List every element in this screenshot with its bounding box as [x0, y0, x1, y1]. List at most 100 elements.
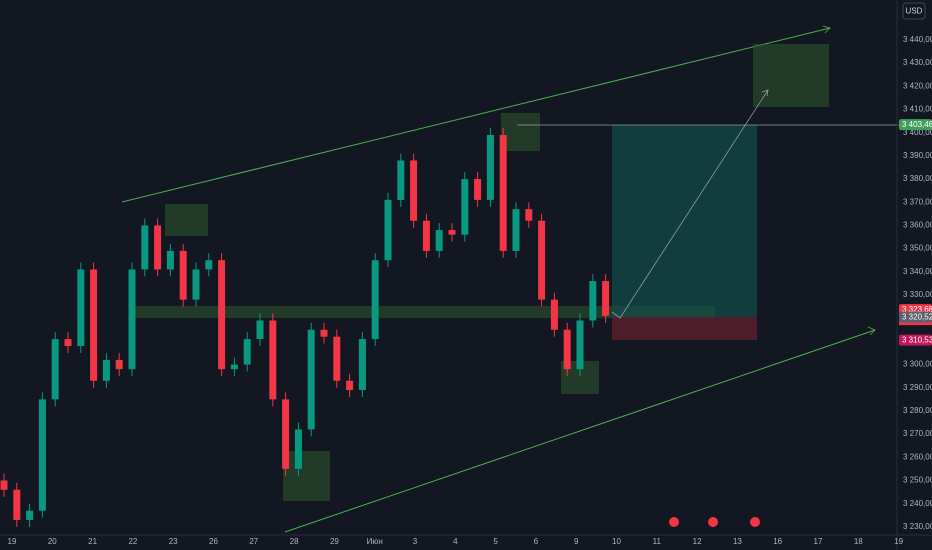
- candle-body: [538, 220, 546, 300]
- x-tick-label: 18: [854, 537, 863, 546]
- candle-body: [13, 489, 21, 520]
- x-tick-label: 29: [330, 537, 339, 546]
- candle-body: [179, 250, 187, 300]
- candle-body: [141, 225, 149, 270]
- channel-top: [121, 27, 831, 203]
- price-tag-label: 3 320,52: [902, 313, 932, 322]
- candle-body: [422, 220, 430, 251]
- channel-bottom: [284, 329, 876, 533]
- y-tick-label: 3 440,00: [903, 35, 932, 44]
- candle-body: [166, 250, 174, 270]
- candle-body: [269, 320, 277, 400]
- y-tick-label: 3 250,00: [903, 476, 932, 485]
- y-tick-label: 3 400,00: [903, 128, 932, 137]
- candle-body: [397, 160, 405, 200]
- x-tick-label: 26: [209, 537, 218, 546]
- x-tick-label: 27: [249, 537, 258, 546]
- candle-body: [64, 339, 72, 346]
- y-tick-label: 3 360,00: [903, 221, 932, 230]
- candle-body: [499, 134, 507, 251]
- projection-path: [611, 89, 769, 319]
- y-tick-label: 3 350,00: [903, 244, 932, 253]
- x-tick-label: 6: [534, 537, 539, 546]
- candle-body: [448, 230, 456, 235]
- arrow-head: [761, 89, 769, 97]
- profit-zone: [612, 125, 757, 317]
- y-tick-label: 3 330,00: [903, 290, 932, 299]
- x-tick-label: 13: [733, 537, 742, 546]
- currency-button[interactable]: [902, 2, 926, 20]
- x-tick-label: 11: [653, 537, 662, 546]
- candle-body: [512, 209, 520, 251]
- x-tick-label: 28: [290, 537, 299, 546]
- price-tag: [899, 119, 932, 131]
- candle-body: [26, 510, 34, 520]
- candle-body: [486, 134, 494, 200]
- price-tag-label: 3 403,48: [902, 120, 932, 129]
- candle-body: [282, 399, 290, 469]
- support-zone: [130, 306, 715, 318]
- candle-body: [128, 269, 136, 370]
- zone-box: [165, 204, 208, 236]
- currency-label: USD: [906, 7, 923, 16]
- y-tick-label: 3 420,00: [903, 81, 932, 90]
- zone-box: [283, 451, 330, 501]
- candle-body: [154, 225, 162, 270]
- event-icon[interactable]: [708, 517, 718, 527]
- arrow-head: [867, 326, 876, 336]
- y-tick-label: 3 340,00: [903, 267, 932, 276]
- candle-body: [410, 160, 418, 221]
- y-tick-label: 3 300,00: [903, 360, 932, 369]
- x-tick-label: 3: [413, 537, 418, 546]
- candle-body: [205, 260, 213, 270]
- x-tick-label: 20: [48, 537, 57, 546]
- candle-body: [192, 269, 200, 300]
- candle-body: [115, 359, 123, 370]
- event-icons: [669, 517, 760, 527]
- candle-body: [38, 399, 46, 511]
- event-icon[interactable]: [750, 517, 760, 527]
- y-tick-label: 3 380,00: [903, 174, 932, 183]
- candle-body: [102, 359, 110, 381]
- target-box: [753, 44, 829, 107]
- candle-body: [358, 339, 366, 391]
- candle-body: [294, 429, 302, 469]
- price-tag: [899, 334, 932, 346]
- y-tick-label: 3 290,00: [903, 383, 932, 392]
- candle-body: [550, 299, 558, 330]
- x-tick-label: 5: [493, 537, 498, 546]
- x-tick-label: 23: [169, 537, 178, 546]
- x-tick-label: 21: [88, 537, 97, 546]
- y-tick-label: 3 230,00: [903, 522, 932, 531]
- x-tick-label: 19: [894, 537, 903, 546]
- price-tag-label: 3 323,68: [902, 305, 932, 314]
- candle-body: [51, 339, 59, 400]
- candle-body: [435, 230, 443, 251]
- x-tick-label: 17: [814, 537, 823, 546]
- candle-body: [576, 320, 584, 370]
- x-tick-label: 22: [128, 537, 137, 546]
- x-tick-label: Июн: [367, 537, 383, 546]
- candle-body: [474, 179, 482, 200]
- candle-body: [525, 209, 533, 221]
- y-tick-label: 3 280,00: [903, 406, 932, 415]
- arrow-head: [822, 25, 831, 34]
- y-tick-label: 3 240,00: [903, 499, 932, 508]
- x-tick-label: 19: [8, 537, 17, 546]
- y-tick-label: 3 410,00: [903, 105, 932, 114]
- candle-body: [461, 179, 469, 235]
- candle-body: [307, 329, 315, 430]
- candle-body: [218, 260, 226, 370]
- drawings: [121, 25, 932, 533]
- candle-body: [320, 329, 328, 337]
- candle-body: [243, 339, 251, 365]
- event-icon[interactable]: [669, 517, 679, 527]
- zone-box: [501, 113, 540, 151]
- x-tick-label: 12: [693, 537, 702, 546]
- candle-body: [371, 260, 379, 340]
- x-tick-label: 4: [453, 537, 458, 546]
- candle-body: [602, 281, 610, 316]
- candle-body: [256, 320, 264, 340]
- y-tick-label: 3 430,00: [903, 58, 932, 67]
